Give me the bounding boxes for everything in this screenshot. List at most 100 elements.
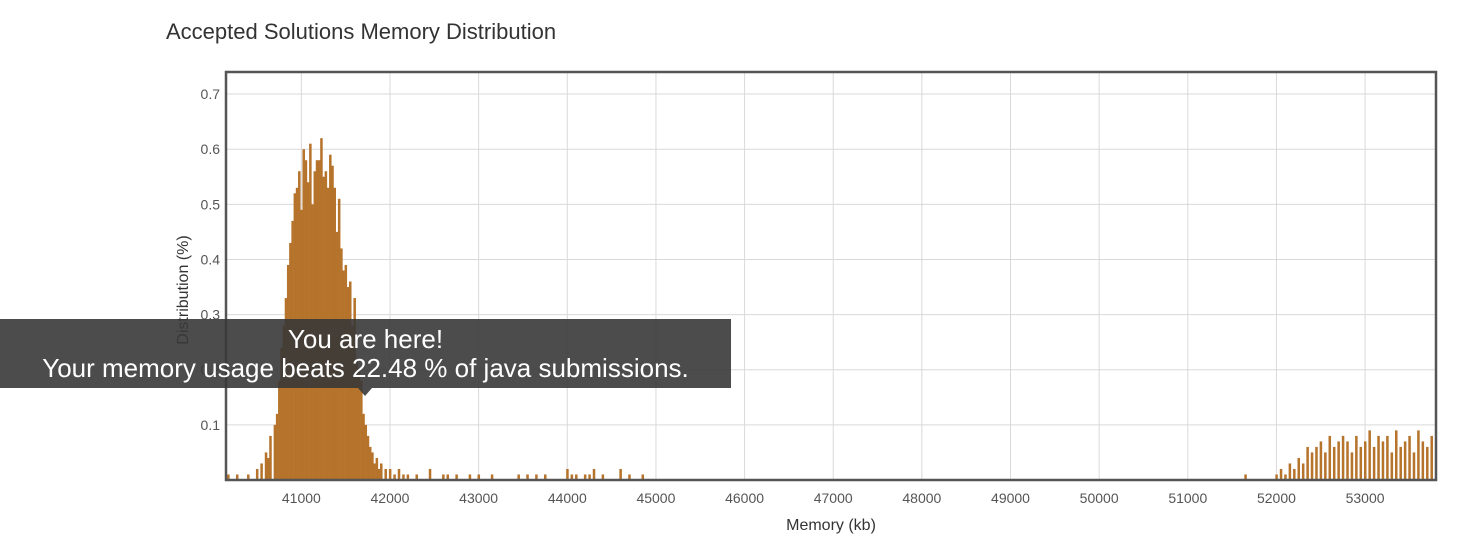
chart-title: Accepted Solutions Memory Distribution: [166, 19, 557, 44]
x-tick-label: 48000: [902, 490, 941, 506]
histogram-bar: [1244, 474, 1247, 480]
histogram-bar: [575, 474, 578, 480]
histogram-bar: [1310, 452, 1314, 480]
histogram-bar: [619, 468, 622, 480]
histogram-bar: [360, 380, 363, 480]
histogram-bar: [1399, 446, 1402, 480]
tooltip-title: You are here!: [287, 324, 444, 354]
histogram-bar: [284, 298, 288, 480]
histogram-bar: [329, 154, 332, 480]
histogram-bar: [1368, 430, 1371, 480]
histogram-bar: [1337, 441, 1340, 480]
histogram-bar: [1377, 435, 1380, 480]
histogram-bar: [309, 143, 312, 481]
histogram-bar: [255, 468, 259, 480]
histogram-bar: [477, 474, 481, 480]
histogram-bar: [1372, 446, 1376, 480]
histogram-bar: [302, 149, 305, 480]
histogram-bar: [380, 463, 383, 480]
histogram-bar: [353, 298, 356, 480]
histogram-bar: [247, 474, 250, 480]
x-tick-label: 44000: [548, 490, 587, 506]
histogram-bar: [235, 474, 239, 480]
histogram-bar: [1355, 435, 1358, 480]
histogram-bar: [415, 474, 418, 480]
histogram-bar: [406, 474, 410, 480]
histogram-bar: [1363, 441, 1367, 480]
histogram-bar: [1288, 463, 1292, 480]
histogram-bar: [371, 452, 374, 480]
histogram-bar: [490, 474, 494, 480]
histogram-bar: [1421, 441, 1425, 480]
histogram-bar: [280, 347, 283, 480]
histogram-bar: [355, 358, 359, 480]
histogram-bar: [455, 474, 458, 480]
histogram-bar: [1332, 446, 1336, 480]
histogram-bar: [566, 468, 569, 480]
histogram-bar: [1301, 463, 1305, 480]
histogram-bar: [1341, 435, 1345, 480]
tooltip-message: Your memory usage beats 22.48 % of java …: [42, 353, 689, 383]
histogram-bar: [1297, 457, 1301, 480]
x-tick-label: 52000: [1257, 490, 1296, 506]
histogram-bar: [428, 468, 432, 480]
histogram-bar: [1315, 446, 1318, 480]
x-tick-label: 42000: [371, 490, 410, 506]
x-tick-label: 46000: [725, 490, 764, 506]
histogram-bar: [442, 474, 445, 480]
histogram-bar: [1346, 441, 1349, 480]
histogram-bar: [362, 413, 365, 480]
histogram-bar: [1430, 435, 1433, 480]
histogram-bar: [1386, 435, 1389, 480]
histogram-bar: [282, 325, 286, 480]
y-tick-label: 0.4: [201, 251, 221, 267]
x-tick-label: 49000: [991, 490, 1030, 506]
histogram-bar: [535, 474, 538, 480]
histogram-bar: [1324, 452, 1327, 480]
x-tick-label: 45000: [636, 490, 675, 506]
histogram-bar: [601, 474, 605, 480]
plot-frame: [224, 70, 1438, 482]
y-tick-label: 0.6: [201, 141, 221, 157]
y-tick-label: 0.1: [201, 417, 221, 433]
histogram-bar: [227, 474, 230, 480]
histogram-bar: [1284, 474, 1287, 480]
histogram-bar: [320, 138, 323, 480]
histogram-bar: [364, 424, 368, 480]
histogram-bar: [592, 468, 596, 480]
histogram-bar: [446, 474, 450, 480]
grid-lines: [226, 72, 1436, 480]
histogram-bar: [1328, 435, 1332, 480]
histogram-bar: [278, 380, 281, 480]
y-tick-label: 0.3: [201, 307, 221, 323]
histogram-bar: [1408, 435, 1411, 480]
y-axis-label: Distribution (%): [175, 235, 192, 344]
histogram-bar: [275, 413, 279, 480]
you-are-here-tooltip: You are here! Your memory usage beats 22…: [0, 319, 731, 388]
histogram-bar: [357, 369, 361, 480]
histogram-bar: [397, 468, 401, 480]
histogram-bar: [1426, 446, 1429, 480]
x-tick-label: 51000: [1168, 490, 1207, 506]
histogram-bar: [1417, 430, 1420, 480]
histogram-bar: [1293, 468, 1296, 480]
x-axis-ticks: 41000 42000 43000 44000 45000 46000 47000 48000…: [282, 490, 1385, 506]
histogram-bar: [544, 474, 547, 480]
histogram-bars: [227, 138, 1433, 481]
x-tick-label: 43000: [459, 490, 498, 506]
x-tick-label: 47000: [814, 490, 853, 506]
histogram-bar: [269, 435, 272, 480]
histogram-bar: [260, 463, 263, 480]
histogram-bar: [377, 468, 381, 480]
histogram-bar: [583, 474, 587, 480]
x-tick-label: 53000: [1346, 490, 1385, 506]
histogram-bar: [366, 435, 370, 480]
histogram-bar: [1350, 452, 1354, 480]
histogram-bar: [1306, 446, 1309, 480]
x-axis-label: Memory (kb): [786, 517, 876, 534]
tooltip-arrow: [358, 388, 372, 396]
histogram-bar: [1390, 452, 1394, 480]
x-tick-label: 41000: [282, 490, 321, 506]
histogram-bar: [266, 457, 270, 480]
